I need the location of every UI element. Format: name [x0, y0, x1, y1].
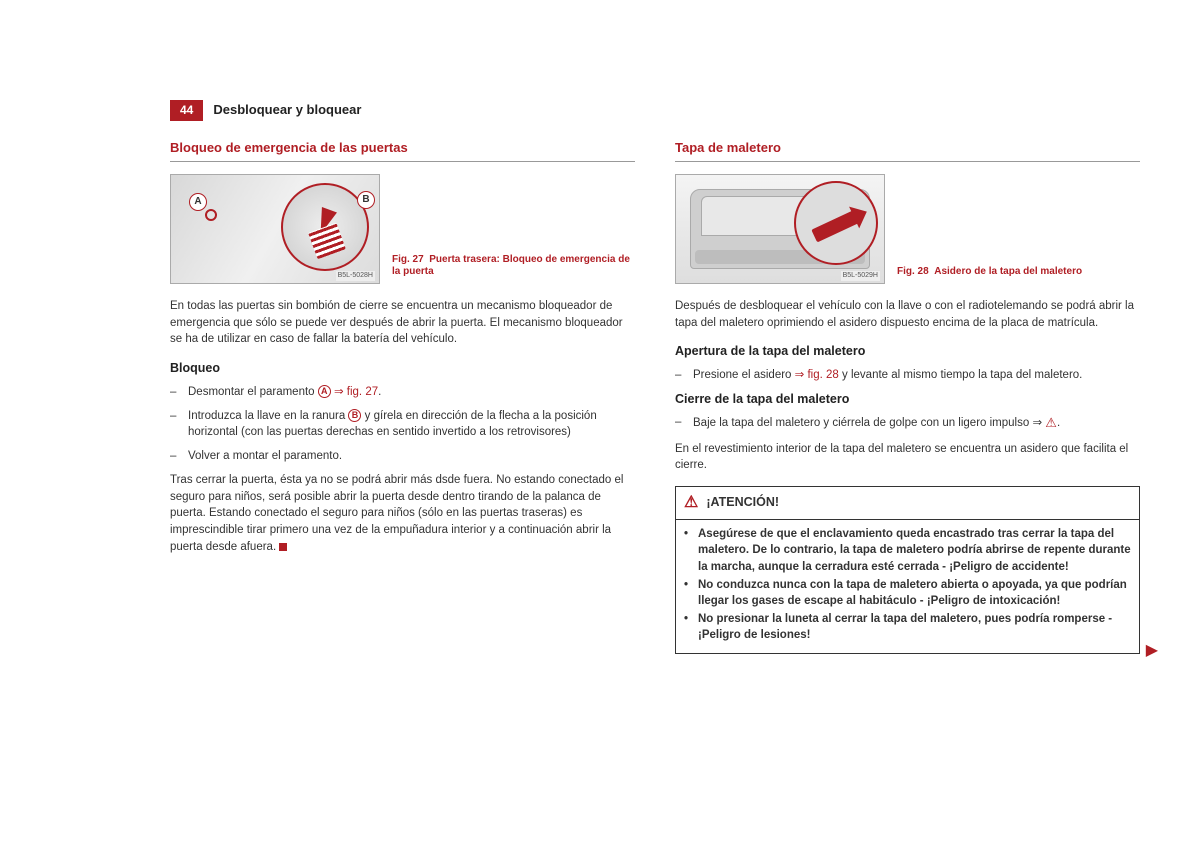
dash-icon: –	[675, 367, 693, 383]
figure-28-code: B5L-5029H	[841, 271, 880, 281]
right-para-2: En el revestimiento interior de la tapa …	[675, 441, 1140, 474]
left-bullet-3: – Volver a montar el paramento.	[170, 448, 635, 464]
left-b1-post: .	[378, 386, 381, 398]
right-bullet-2-text: Baje la tapa del maletero y ciérrela de …	[693, 414, 1140, 432]
left-bullet-1-text: Desmontar el paramento A ⇒ fig. 27.	[188, 384, 635, 400]
attention-title: ¡ATENCIÓN!	[706, 494, 779, 512]
attention-bullet-3: • No presionar la luneta al cerrar la ta…	[684, 611, 1131, 643]
figure-27-caption-prefix: Fig. 27	[392, 254, 424, 265]
left-bullet-2: – Introduzca la llave en la ranura B y g…	[170, 408, 635, 440]
circle-label-b: B	[348, 409, 361, 422]
left-intro: En todas las puertas sin bombión de cier…	[170, 298, 635, 348]
figure-27-small-circle	[205, 209, 217, 221]
right-bullet-1-text: Presione el asidero ⇒ fig. 28 y levante …	[693, 367, 1140, 383]
figure-28-caption-text: Asidero de la tapa del maletero	[934, 266, 1082, 277]
figure-28-row: B5L-5029H Fig. 28 Asidero de la tapa del…	[675, 174, 1140, 284]
circle-label-a: A	[318, 385, 331, 398]
figure-28-caption-prefix: Fig. 28	[897, 266, 929, 277]
fig-ref-28: ⇒ fig. 28	[795, 369, 839, 381]
right-b2-pre: Baje la tapa del maletero y ciérrela de …	[693, 418, 1045, 430]
left-b2-pre: Introduzca la llave en la ranura	[188, 410, 348, 422]
left-subheading: Bloqueo	[170, 360, 635, 378]
attention-bullet-3-text: No presionar la luneta al cerrar la tapa…	[698, 611, 1131, 643]
bullet-dot-icon: •	[684, 577, 698, 609]
right-section-title: Tapa de maletero	[675, 139, 1140, 162]
page-content: 44 Desbloquear y bloquear Bloqueo de eme…	[0, 0, 1200, 694]
warning-triangle-icon: ⚠	[684, 492, 698, 514]
dash-icon: –	[675, 414, 693, 432]
left-outro: Tras cerrar la puerta, ésta ya no se pod…	[170, 472, 635, 555]
left-bullet-3-text: Volver a montar el paramento.	[188, 448, 635, 464]
figure-27-tag-a: A	[189, 193, 207, 211]
right-column: Tapa de maletero B5L-5029H Fig. 28 Aside…	[675, 139, 1140, 654]
attention-bullet-2: • No conduzca nunca con la tapa de malet…	[684, 577, 1131, 609]
right-b1-post: y levante al mismo tiempo la tapa del ma…	[839, 369, 1083, 381]
figure-27-caption-text: Puerta trasera: Bloqueo de emergencia de…	[392, 254, 630, 277]
bullet-dot-icon: •	[684, 526, 698, 574]
figure-28-caption: Fig. 28 Asidero de la tapa del maletero	[897, 266, 1082, 284]
bullet-dot-icon: •	[684, 611, 698, 643]
dash-icon: –	[170, 384, 188, 400]
right-intro: Después de desbloquear el vehículo con l…	[675, 298, 1140, 331]
left-section-title: Bloqueo de emergencia de las puertas	[170, 139, 635, 162]
dash-icon: –	[170, 408, 188, 440]
attention-bullet-1: • Asegúrese de que el enclavamiento qued…	[684, 526, 1131, 574]
right-subheading-1: Apertura de la tapa del maletero	[675, 343, 1140, 361]
left-bullet-2-text: Introduzca la llave en la ranura B y gír…	[188, 408, 635, 440]
page-header: 44 Desbloquear y bloquear	[170, 100, 1140, 121]
continue-arrow-icon: ▶	[1146, 640, 1158, 662]
left-outro-text: Tras cerrar la puerta, ésta ya no se pod…	[170, 474, 623, 553]
figure-28-arrow-icon	[811, 209, 860, 242]
page-number: 44	[170, 100, 203, 121]
right-bullet-2: – Baje la tapa del maletero y ciérrela d…	[675, 414, 1140, 432]
attention-bullet-2-text: No conduzca nunca con la tapa de maleter…	[698, 577, 1131, 609]
left-b1-pre: Desmontar el paramento	[188, 386, 318, 398]
figure-28-image: B5L-5029H	[675, 174, 885, 284]
fig-ref-27: ⇒ fig. 27	[331, 386, 378, 398]
left-bullet-1: – Desmontar el paramento A ⇒ fig. 27.	[170, 384, 635, 400]
figure-27-tag-b: B	[357, 191, 375, 209]
right-b1-pre: Presione el asidero	[693, 369, 795, 381]
attention-bullet-1-text: Asegúrese de que el enclavamiento queda …	[698, 526, 1131, 574]
header-title: Desbloquear y bloquear	[213, 101, 361, 119]
figure-27-caption: Fig. 27 Puerta trasera: Bloqueo de emerg…	[392, 254, 635, 284]
columns: Bloqueo de emergencia de las puertas A B…	[170, 139, 1140, 654]
attention-box: ⚠ ¡ATENCIÓN! • Asegúrese de que el encla…	[675, 486, 1140, 654]
right-subheading-2: Cierre de la tapa del maletero	[675, 391, 1140, 409]
attention-header: ⚠ ¡ATENCIÓN!	[676, 487, 1139, 520]
attention-body: • Asegúrese de que el enclavamiento qued…	[676, 520, 1139, 653]
right-bullet-1: – Presione el asidero ⇒ fig. 28 y levant…	[675, 367, 1140, 383]
end-square-icon	[279, 543, 287, 551]
figure-27-row: A B B5L-5028H Fig. 27 Puerta trasera: Bl…	[170, 174, 635, 284]
figure-27-code: B5L-5028H	[336, 271, 375, 281]
warning-triangle-icon: ⚠	[1045, 414, 1057, 432]
figure-27-image: A B B5L-5028H	[170, 174, 380, 284]
figure-28-magnifier	[794, 181, 878, 265]
figure-27-magnifier	[281, 183, 369, 271]
left-column: Bloqueo de emergencia de las puertas A B…	[170, 139, 635, 654]
dash-icon: –	[170, 448, 188, 464]
right-b2-post: .	[1057, 418, 1060, 430]
